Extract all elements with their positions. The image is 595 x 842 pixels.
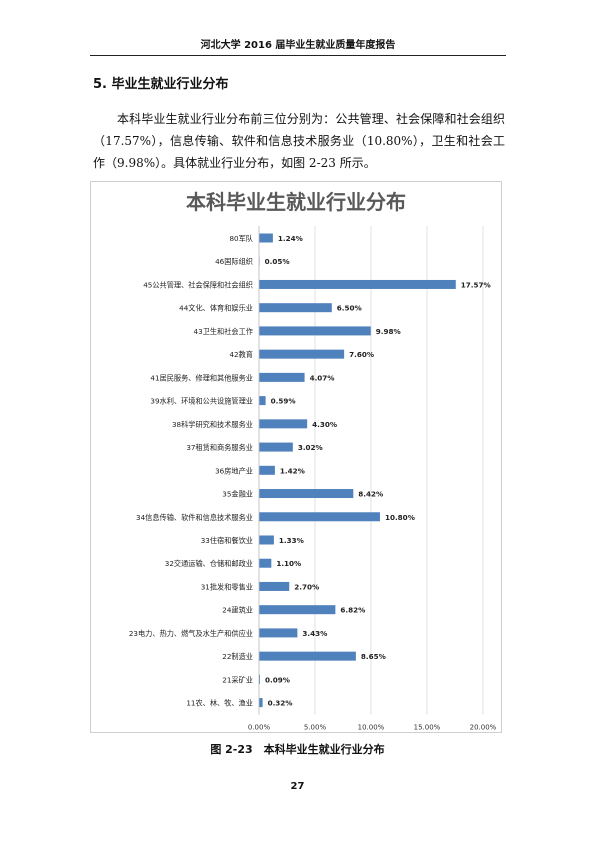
bar [259, 605, 336, 615]
x-tick-label: 5.00% [304, 724, 327, 732]
category-label: 33住宿和餐饮业 [201, 536, 253, 545]
bar [259, 651, 356, 661]
x-tick-label: 15.00% [414, 724, 441, 732]
bar [259, 628, 298, 638]
category-label: 32交通运输、仓储和邮政业 [165, 559, 253, 568]
section-title: 5. 毕业生就业行业分布 [93, 77, 229, 92]
x-tick-label: 0.00% [248, 724, 271, 732]
value-label: 0.59% [271, 397, 296, 406]
bar [259, 512, 380, 522]
value-label: 1.10% [276, 559, 301, 568]
bar [259, 581, 290, 591]
body-paragraph: 本科毕业生就业行业分布前三位分别为：公共管理、社会保障和社会组织（17.57%）… [93, 112, 505, 170]
category-label: 80军队 [229, 234, 253, 243]
value-label: 3.02% [298, 443, 323, 452]
value-label: 1.33% [279, 536, 304, 545]
value-label: 1.24% [278, 234, 303, 243]
value-label: 7.60% [349, 350, 374, 359]
bar [259, 465, 275, 475]
category-label: 37租赁和商务服务业 [186, 443, 253, 452]
bar [259, 698, 263, 708]
value-label: 8.65% [361, 652, 386, 661]
bar [259, 279, 456, 289]
value-label: 1.42% [280, 466, 305, 475]
value-label: 0.32% [268, 699, 293, 708]
category-label: 34信息传输、软件和信息技术服务业 [136, 513, 253, 522]
bar [259, 349, 345, 359]
category-label: 42教育 [229, 350, 253, 359]
category-label: 35金融业 [222, 490, 253, 499]
category-label: 38科学研究和技术服务业 [172, 420, 253, 429]
value-label: 9.98% [376, 327, 401, 336]
value-label: 10.80% [385, 513, 415, 522]
category-label: 23电力、热力、燃气及水生产和供应业 [129, 629, 253, 638]
chart-title: 本科毕业生就业行业分布 [186, 190, 406, 214]
value-label: 6.50% [337, 304, 362, 313]
x-tick-label: 20.00% [470, 724, 497, 732]
value-label: 6.82% [340, 606, 365, 615]
header-rule [90, 55, 506, 56]
value-label: 2.70% [294, 582, 319, 591]
bar [259, 372, 305, 382]
bar [259, 535, 274, 545]
page-header: 河北大学 2016 届毕业生就业质量年度报告 [200, 40, 396, 51]
chart-frame [90, 181, 502, 733]
category-label: 44文化、体育和娱乐业 [179, 304, 253, 313]
page-number: 27 [290, 781, 305, 792]
bar [259, 419, 308, 429]
value-label: 8.42% [358, 490, 383, 499]
category-label: 41居民服务、修理和其他服务业 [150, 373, 253, 382]
category-label: 43卫生和社会工作 [194, 327, 253, 336]
category-label: 11农、林、牧、渔业 [186, 699, 253, 708]
bar [259, 233, 273, 243]
value-label: 17.57% [461, 280, 491, 289]
value-label: 4.07% [310, 373, 335, 382]
value-label: 3.43% [302, 629, 327, 638]
bar [259, 674, 261, 684]
bar [259, 396, 266, 406]
bar [259, 489, 354, 499]
bar [259, 303, 332, 313]
category-label: 46国际组织 [215, 257, 253, 266]
category-label: 45公共管理、社会保障和社会组织 [143, 280, 253, 289]
value-label: 0.05% [265, 257, 290, 266]
bar [259, 558, 272, 568]
figure-caption: 图 2-23 本科毕业生就业行业分布 [210, 743, 385, 756]
category-label: 39水利、环境和公共设施管理业 [150, 397, 253, 406]
category-label: 22制造业 [222, 652, 253, 661]
bar [259, 442, 293, 452]
value-label: 0.09% [265, 675, 290, 684]
value-label: 4.30% [312, 420, 337, 429]
x-tick-label: 10.00% [358, 724, 385, 732]
category-label: 36房地产业 [215, 466, 253, 475]
category-label: 31批发和零售业 [201, 582, 253, 591]
bar [259, 326, 371, 336]
category-label: 24建筑业 [222, 606, 253, 615]
category-label: 21采矿业 [222, 675, 253, 684]
